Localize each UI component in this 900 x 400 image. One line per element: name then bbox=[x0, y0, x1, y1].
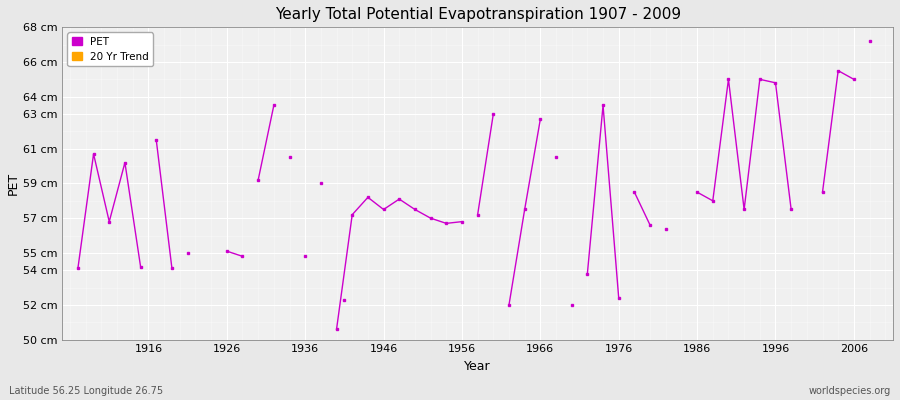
Title: Yearly Total Potential Evapotranspiration 1907 - 2009: Yearly Total Potential Evapotranspiratio… bbox=[274, 7, 680, 22]
Legend: PET, 20 Yr Trend: PET, 20 Yr Trend bbox=[68, 32, 153, 66]
X-axis label: Year: Year bbox=[464, 360, 491, 373]
Text: Latitude 56.25 Longitude 26.75: Latitude 56.25 Longitude 26.75 bbox=[9, 386, 163, 396]
Text: worldspecies.org: worldspecies.org bbox=[809, 386, 891, 396]
Y-axis label: PET: PET bbox=[7, 172, 20, 195]
